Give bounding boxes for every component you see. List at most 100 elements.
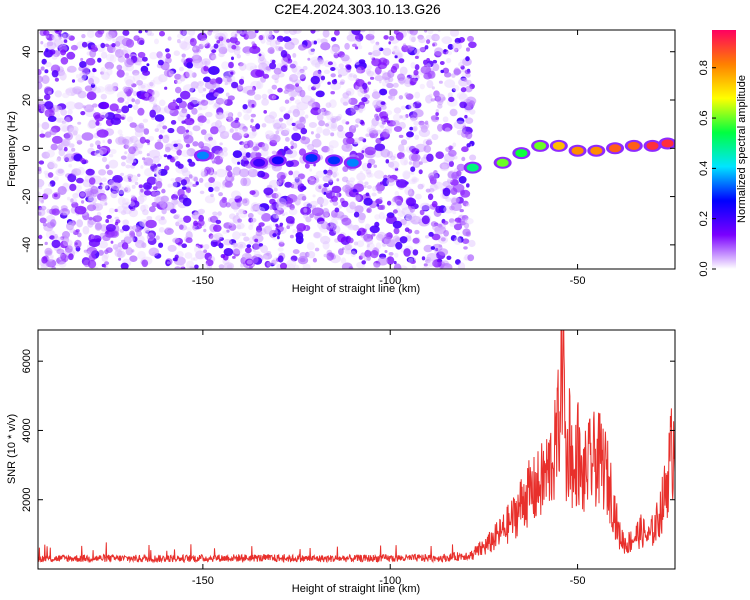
noise-dot <box>443 230 449 237</box>
noise-dot <box>109 103 119 112</box>
noise-dot <box>210 239 218 248</box>
noise-dot <box>252 204 260 212</box>
noise-dot <box>47 172 54 178</box>
noise-dot <box>48 160 56 169</box>
noise-dot <box>311 59 322 67</box>
noise-dot <box>403 248 411 257</box>
noise-dot <box>375 116 380 121</box>
noise-dot <box>86 30 95 39</box>
noise-dot <box>294 176 302 186</box>
noise-dot <box>245 51 251 56</box>
noise-dot <box>162 134 170 144</box>
noise-dot <box>458 176 467 184</box>
noise-dot <box>146 30 152 36</box>
noise-dot <box>369 173 374 178</box>
noise-dot <box>443 49 447 53</box>
noise-dot <box>122 86 129 92</box>
noise-dot <box>222 39 228 43</box>
noise-dot <box>373 170 385 179</box>
noise-dot <box>260 146 266 150</box>
noise-dot <box>233 208 238 212</box>
noise-dot <box>158 217 167 225</box>
noise-dot <box>122 219 129 226</box>
noise-dot <box>464 114 468 119</box>
noise-dot <box>71 79 76 83</box>
noise-dot <box>281 179 285 183</box>
noise-dot <box>74 102 84 110</box>
noise-dot <box>414 48 420 55</box>
noise-dot <box>406 74 413 79</box>
noise-dot <box>403 159 409 166</box>
colorbar: 0.00.20.40.60.8 Normalized spectral ampl… <box>698 30 748 277</box>
noise-dot <box>456 117 465 125</box>
noise-dot <box>374 214 381 220</box>
noise-dot <box>448 145 453 151</box>
noise-dot <box>379 111 384 118</box>
noise-dot <box>296 101 309 111</box>
noise-dot <box>187 124 191 129</box>
noise-dot <box>114 216 120 220</box>
noise-dot <box>79 61 87 68</box>
noise-dot <box>71 147 76 152</box>
noise-dot <box>214 150 221 156</box>
noise-dot <box>109 218 114 222</box>
noise-dot <box>101 156 108 163</box>
noise-dot <box>238 128 248 137</box>
noise-dot <box>453 120 466 130</box>
noise-dot <box>231 132 243 141</box>
noise-dot <box>368 128 377 135</box>
noise-dot <box>142 118 149 123</box>
noise-dot <box>354 124 359 128</box>
noise-dot <box>336 129 346 139</box>
noise-dot <box>177 217 184 223</box>
noise-dot <box>184 252 193 259</box>
noise-dot <box>288 38 292 41</box>
y-tick-label: 4000 <box>21 418 33 442</box>
noise-dot <box>116 69 125 78</box>
noise-dot <box>142 226 150 234</box>
noise-dot <box>44 108 55 118</box>
noise-dot <box>312 231 322 239</box>
noise-dot <box>273 187 278 192</box>
noise-dot <box>446 57 452 64</box>
noise-dot <box>412 159 421 168</box>
noise-dot <box>367 81 372 85</box>
noise-dot <box>70 198 74 203</box>
noise-dot <box>249 221 254 227</box>
noise-dot <box>89 49 97 58</box>
noise-dot <box>65 116 71 124</box>
noise-dot <box>246 109 252 114</box>
noise-dot <box>442 116 449 123</box>
noise-dot <box>100 198 107 207</box>
noise-dot <box>167 36 172 41</box>
noise-dot <box>162 201 175 211</box>
noise-dot <box>103 264 107 268</box>
noise-dot <box>201 58 211 66</box>
noise-dot <box>393 107 402 114</box>
noise-dot <box>408 179 416 185</box>
noise-dot <box>398 95 404 100</box>
noise-dot <box>439 162 450 170</box>
noise-dot <box>229 128 234 133</box>
noise-dot <box>137 250 146 260</box>
colorbar-tick-label: 0.4 <box>698 161 710 176</box>
noise-dot <box>405 104 412 110</box>
noise-dot <box>106 169 113 176</box>
noise-dot <box>213 43 219 49</box>
noise-dot <box>354 60 360 66</box>
noise-dot <box>386 110 393 116</box>
noise-dot <box>80 111 86 116</box>
noise-dot <box>197 107 203 111</box>
noise-dot <box>94 223 102 231</box>
noise-dot <box>366 244 370 248</box>
noise-dot <box>148 247 160 257</box>
noise-dot <box>68 125 79 134</box>
noise-dot <box>288 208 298 216</box>
noise-dot <box>230 120 241 129</box>
noise-dot <box>202 87 207 92</box>
noise-dot <box>373 164 378 168</box>
noise-dot <box>174 266 182 269</box>
noise-dot <box>223 248 234 256</box>
noise-dot <box>110 148 117 155</box>
noise-dot <box>288 90 298 98</box>
